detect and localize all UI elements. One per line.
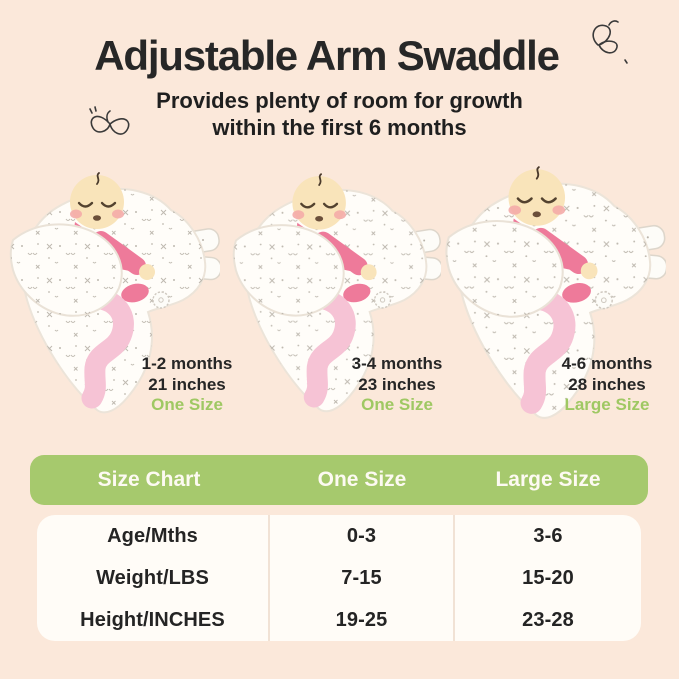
- butterfly-icon: [592, 20, 628, 64]
- row-label: Height/INCHES: [80, 608, 225, 631]
- figure-caption-3: 4-6 months 28 inches Large Size: [562, 354, 653, 416]
- swaddle-illustration: [445, 166, 666, 419]
- swaddle-illustration: [9, 172, 220, 414]
- caption-inches: 21 inches: [148, 374, 226, 394]
- cell-large-size: 23-28: [522, 608, 574, 631]
- size-chart-header-title: Size Chart: [97, 468, 201, 491]
- subtitle-line-2: within the first 6 months: [212, 115, 467, 141]
- size-chart-header-one-size: One Size: [317, 468, 407, 491]
- caption-size: One Size: [361, 395, 433, 415]
- caption-size: One Size: [151, 395, 223, 415]
- caption-months: 3-4 months: [351, 354, 443, 373]
- swaddle-figure-1: [5, 170, 220, 422]
- caption-size: Large Size: [564, 395, 650, 415]
- butterfly-icon: [89, 106, 130, 135]
- baby-face: [292, 173, 346, 230]
- cell-one-size: 7-15: [268, 557, 455, 599]
- baby-face: [508, 166, 566, 226]
- cell-one-size: 0-3: [268, 515, 455, 557]
- caption-inches: 28 inches: [568, 374, 646, 394]
- swaddle-figure-2: [228, 170, 441, 422]
- header: Adjustable Arm Swaddle Provides plenty o…: [0, 32, 679, 142]
- caption-inches: 23 inches: [358, 374, 436, 394]
- cell-large-size: 15-20: [522, 566, 574, 589]
- cell-large-size: 3-6: [533, 524, 563, 547]
- page-title: Adjustable Arm Swaddle: [94, 32, 560, 79]
- subtitle-line-1: Provides plenty of room for growth: [156, 88, 523, 113]
- baby-face: [70, 172, 124, 229]
- size-chart-header: Size Chart One Size Large Size: [30, 455, 648, 505]
- row-label: Age/Mths: [107, 524, 198, 547]
- row-label: Weight/LBS: [96, 566, 209, 589]
- caption-months: 4-6 months: [561, 354, 653, 373]
- swaddle-figure-3: [440, 164, 666, 428]
- cell-one-size: 19-25: [268, 599, 455, 641]
- page-subtitle: Provides plenty of room for growth withi…: [0, 87, 679, 142]
- size-chart-header-large-size: Large Size: [495, 468, 601, 491]
- swaddle-illustration: [232, 173, 441, 413]
- figure-caption-2: 3-4 months 23 inches One Size: [352, 354, 443, 416]
- caption-months: 1-2 months: [141, 354, 233, 373]
- size-chart-table: Age/Mths 0-3 3-6 Weight/LBS 7-15 15-20 H…: [37, 515, 641, 641]
- figure-caption-1: 1-2 months 21 inches One Size: [142, 354, 233, 416]
